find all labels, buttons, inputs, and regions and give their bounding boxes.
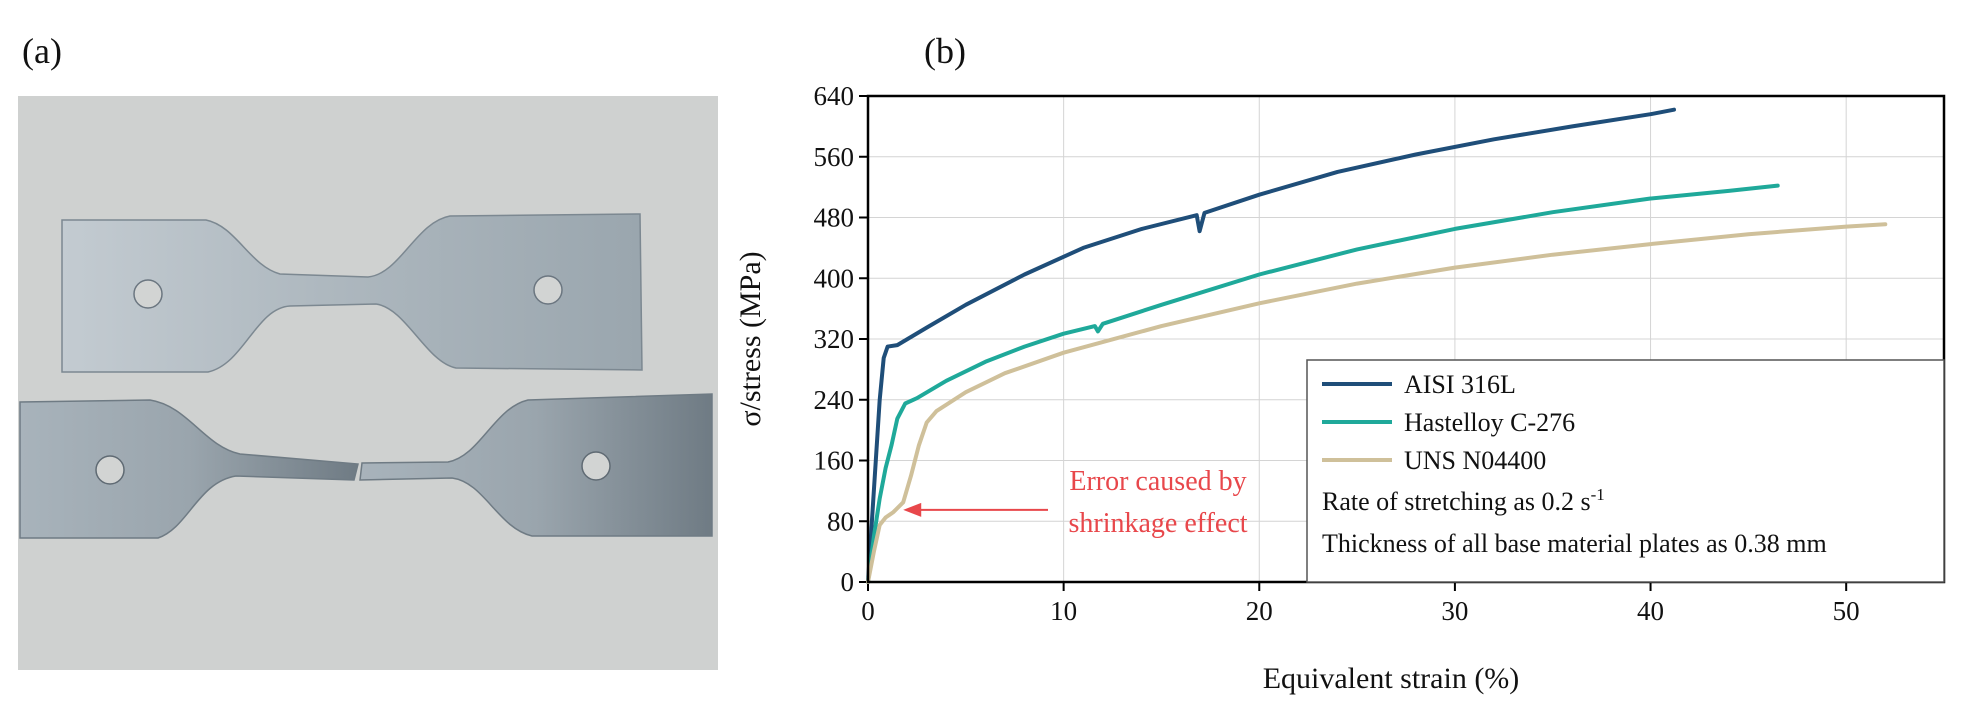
intact-specimen [61, 213, 643, 373]
x-tick-label: 50 [1833, 596, 1860, 626]
thickness-note: Thickness of all base material plates as… [1322, 529, 1827, 558]
x-tick-label: 20 [1246, 596, 1273, 626]
series-line-1 [866, 183, 1780, 584]
y-tick-label: 480 [814, 203, 855, 233]
specimen-hole [533, 275, 563, 305]
y-tick-label: 160 [814, 446, 855, 476]
x-axis-label: Equivalent strain (%) [1263, 662, 1520, 695]
specimen-hole [581, 451, 611, 481]
legend-label-aisi-316l: AISI 316L [1404, 370, 1516, 399]
legend-label-hastelloy: Hastelloy C-276 [1404, 408, 1575, 437]
y-tick-label: 320 [814, 324, 855, 354]
annotation-line-1: Error caused by [1069, 466, 1246, 497]
y-tick-label: 640 [814, 81, 855, 111]
y-tick-label: 0 [841, 567, 855, 597]
y-tick-label: 560 [814, 142, 855, 172]
series-line-2 [866, 222, 1888, 584]
panel-label-a: (a) [22, 31, 62, 71]
specimen-hole [95, 455, 125, 485]
series-line-0 [866, 107, 1676, 584]
fractured-specimen-left [19, 399, 359, 539]
annotation-line-2: shrinkage effect [1068, 508, 1247, 539]
legend: AISI 316L Hastelloy C-276 UNS N04400 Rat… [1306, 359, 1945, 583]
rate-note: Rate of stretching as 0.2 s-1 [1322, 485, 1605, 516]
legend-label-uns: UNS N04400 [1404, 446, 1546, 475]
x-tick-label: 10 [1050, 596, 1077, 626]
y-tick-label: 240 [814, 385, 855, 415]
legend-box [1306, 359, 1945, 583]
x-tick-label: 30 [1441, 596, 1468, 626]
fractured-specimen-right [359, 393, 713, 537]
specimen-photo [18, 96, 718, 670]
specimen-hole [133, 279, 163, 309]
annotation-arrowhead [903, 502, 922, 517]
y-axis-label: σ/stress (MPa) [734, 251, 767, 426]
y-tick-label: 80 [827, 506, 854, 536]
photo-background [18, 96, 718, 670]
x-tick-label: 40 [1637, 596, 1664, 626]
y-tick-label: 400 [814, 263, 855, 293]
panel-label-b: (b) [924, 31, 966, 71]
x-tick-label: 0 [861, 596, 875, 626]
shrinkage-annotation: Error caused by shrinkage effect [903, 466, 1248, 539]
